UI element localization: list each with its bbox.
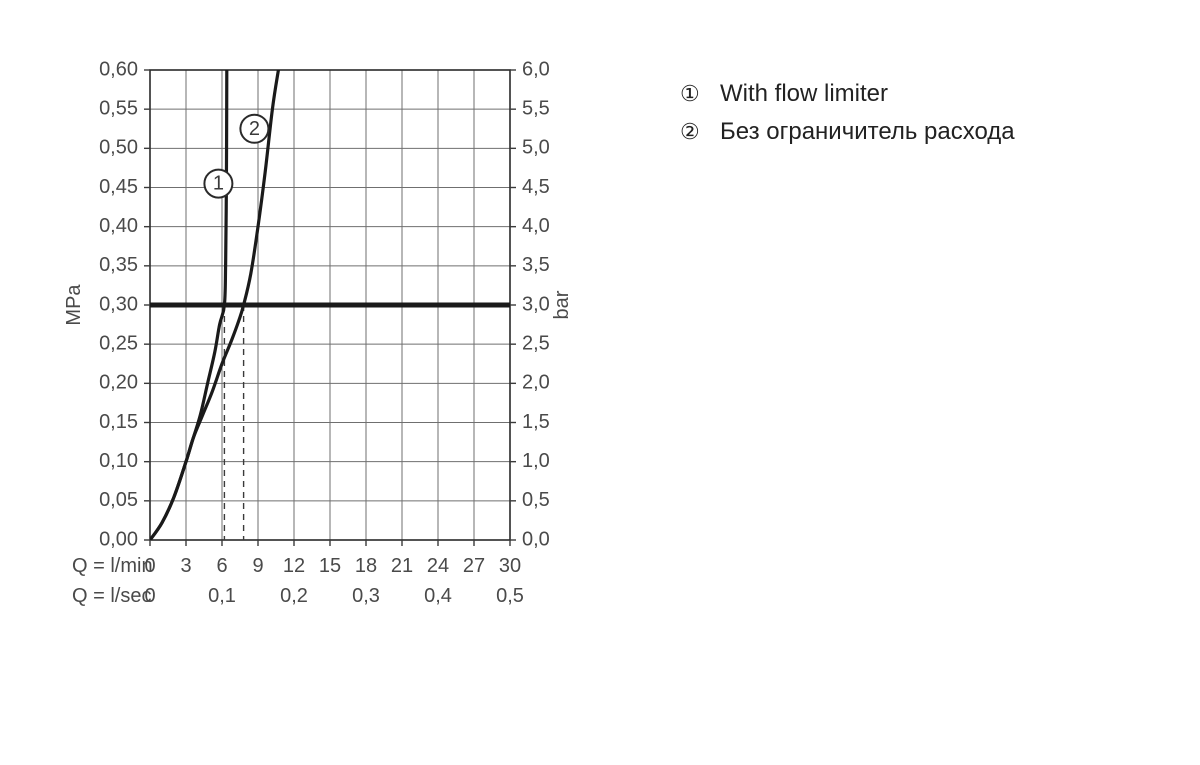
svg-text:4,5: 4,5 xyxy=(522,176,550,198)
svg-text:1,0: 1,0 xyxy=(522,450,550,472)
svg-text:0,4: 0,4 xyxy=(424,585,452,607)
svg-text:0,1: 0,1 xyxy=(208,585,236,607)
legend-marker-2: ② xyxy=(680,117,708,147)
svg-text:24: 24 xyxy=(427,555,449,577)
svg-text:9: 9 xyxy=(252,555,263,577)
chart-svg: 120,000,050,100,150,200,250,300,350,400,… xyxy=(60,60,600,670)
svg-text:0,2: 0,2 xyxy=(280,585,308,607)
svg-text:0,50: 0,50 xyxy=(99,137,138,159)
svg-text:18: 18 xyxy=(355,555,377,577)
svg-text:21: 21 xyxy=(391,555,413,577)
svg-text:0,0: 0,0 xyxy=(522,528,550,550)
svg-text:0,5: 0,5 xyxy=(496,585,524,607)
legend-item-1: ① With flow limiter xyxy=(680,78,1015,110)
svg-text:bar: bar xyxy=(551,290,573,319)
svg-text:0,15: 0,15 xyxy=(99,411,138,433)
svg-text:0,40: 0,40 xyxy=(99,215,138,237)
svg-text:6,0: 6,0 xyxy=(522,60,550,80)
svg-text:2,0: 2,0 xyxy=(522,372,550,394)
svg-text:5,0: 5,0 xyxy=(522,137,550,159)
svg-text:0,10: 0,10 xyxy=(99,450,138,472)
legend-text-1: With flow limiter xyxy=(720,78,888,110)
svg-text:4,0: 4,0 xyxy=(522,215,550,237)
svg-text:0,55: 0,55 xyxy=(99,97,138,119)
svg-text:0,45: 0,45 xyxy=(99,176,138,198)
svg-text:27: 27 xyxy=(463,555,485,577)
svg-text:15: 15 xyxy=(319,555,341,577)
chart-legend: ① With flow limiter ② Без ограничитель р… xyxy=(680,78,1015,155)
svg-text:0,20: 0,20 xyxy=(99,372,138,394)
legend-text-2: Без ограничитель расхода xyxy=(720,116,1015,148)
svg-text:0,5: 0,5 xyxy=(522,489,550,511)
flow-pressure-chart: 120,000,050,100,150,200,250,300,350,400,… xyxy=(60,60,600,675)
svg-text:Q = l/min: Q = l/min xyxy=(72,555,153,577)
svg-text:0,00: 0,00 xyxy=(99,528,138,550)
svg-text:3,5: 3,5 xyxy=(522,254,550,276)
svg-text:2: 2 xyxy=(249,118,260,140)
svg-text:3,0: 3,0 xyxy=(522,293,550,315)
svg-text:0,05: 0,05 xyxy=(99,489,138,511)
svg-text:2,5: 2,5 xyxy=(522,332,550,354)
legend-item-2: ② Без ограничитель расхода xyxy=(680,116,1015,148)
svg-text:MPa: MPa xyxy=(63,284,85,326)
svg-text:0,30: 0,30 xyxy=(99,293,138,315)
page-root: 120,000,050,100,150,200,250,300,350,400,… xyxy=(0,0,1200,765)
svg-text:5,5: 5,5 xyxy=(522,97,550,119)
svg-text:0: 0 xyxy=(144,555,155,577)
legend-marker-1: ① xyxy=(680,79,708,109)
svg-text:0: 0 xyxy=(144,585,155,607)
svg-text:12: 12 xyxy=(283,555,305,577)
svg-text:30: 30 xyxy=(499,555,521,577)
svg-text:Q = l/sec: Q = l/sec xyxy=(72,585,151,607)
svg-text:1: 1 xyxy=(213,173,224,195)
svg-text:0,3: 0,3 xyxy=(352,585,380,607)
svg-text:6: 6 xyxy=(216,555,227,577)
svg-text:3: 3 xyxy=(180,555,191,577)
svg-text:0,60: 0,60 xyxy=(99,60,138,80)
svg-text:0,25: 0,25 xyxy=(99,332,138,354)
svg-text:1,5: 1,5 xyxy=(522,411,550,433)
svg-text:0,35: 0,35 xyxy=(99,254,138,276)
